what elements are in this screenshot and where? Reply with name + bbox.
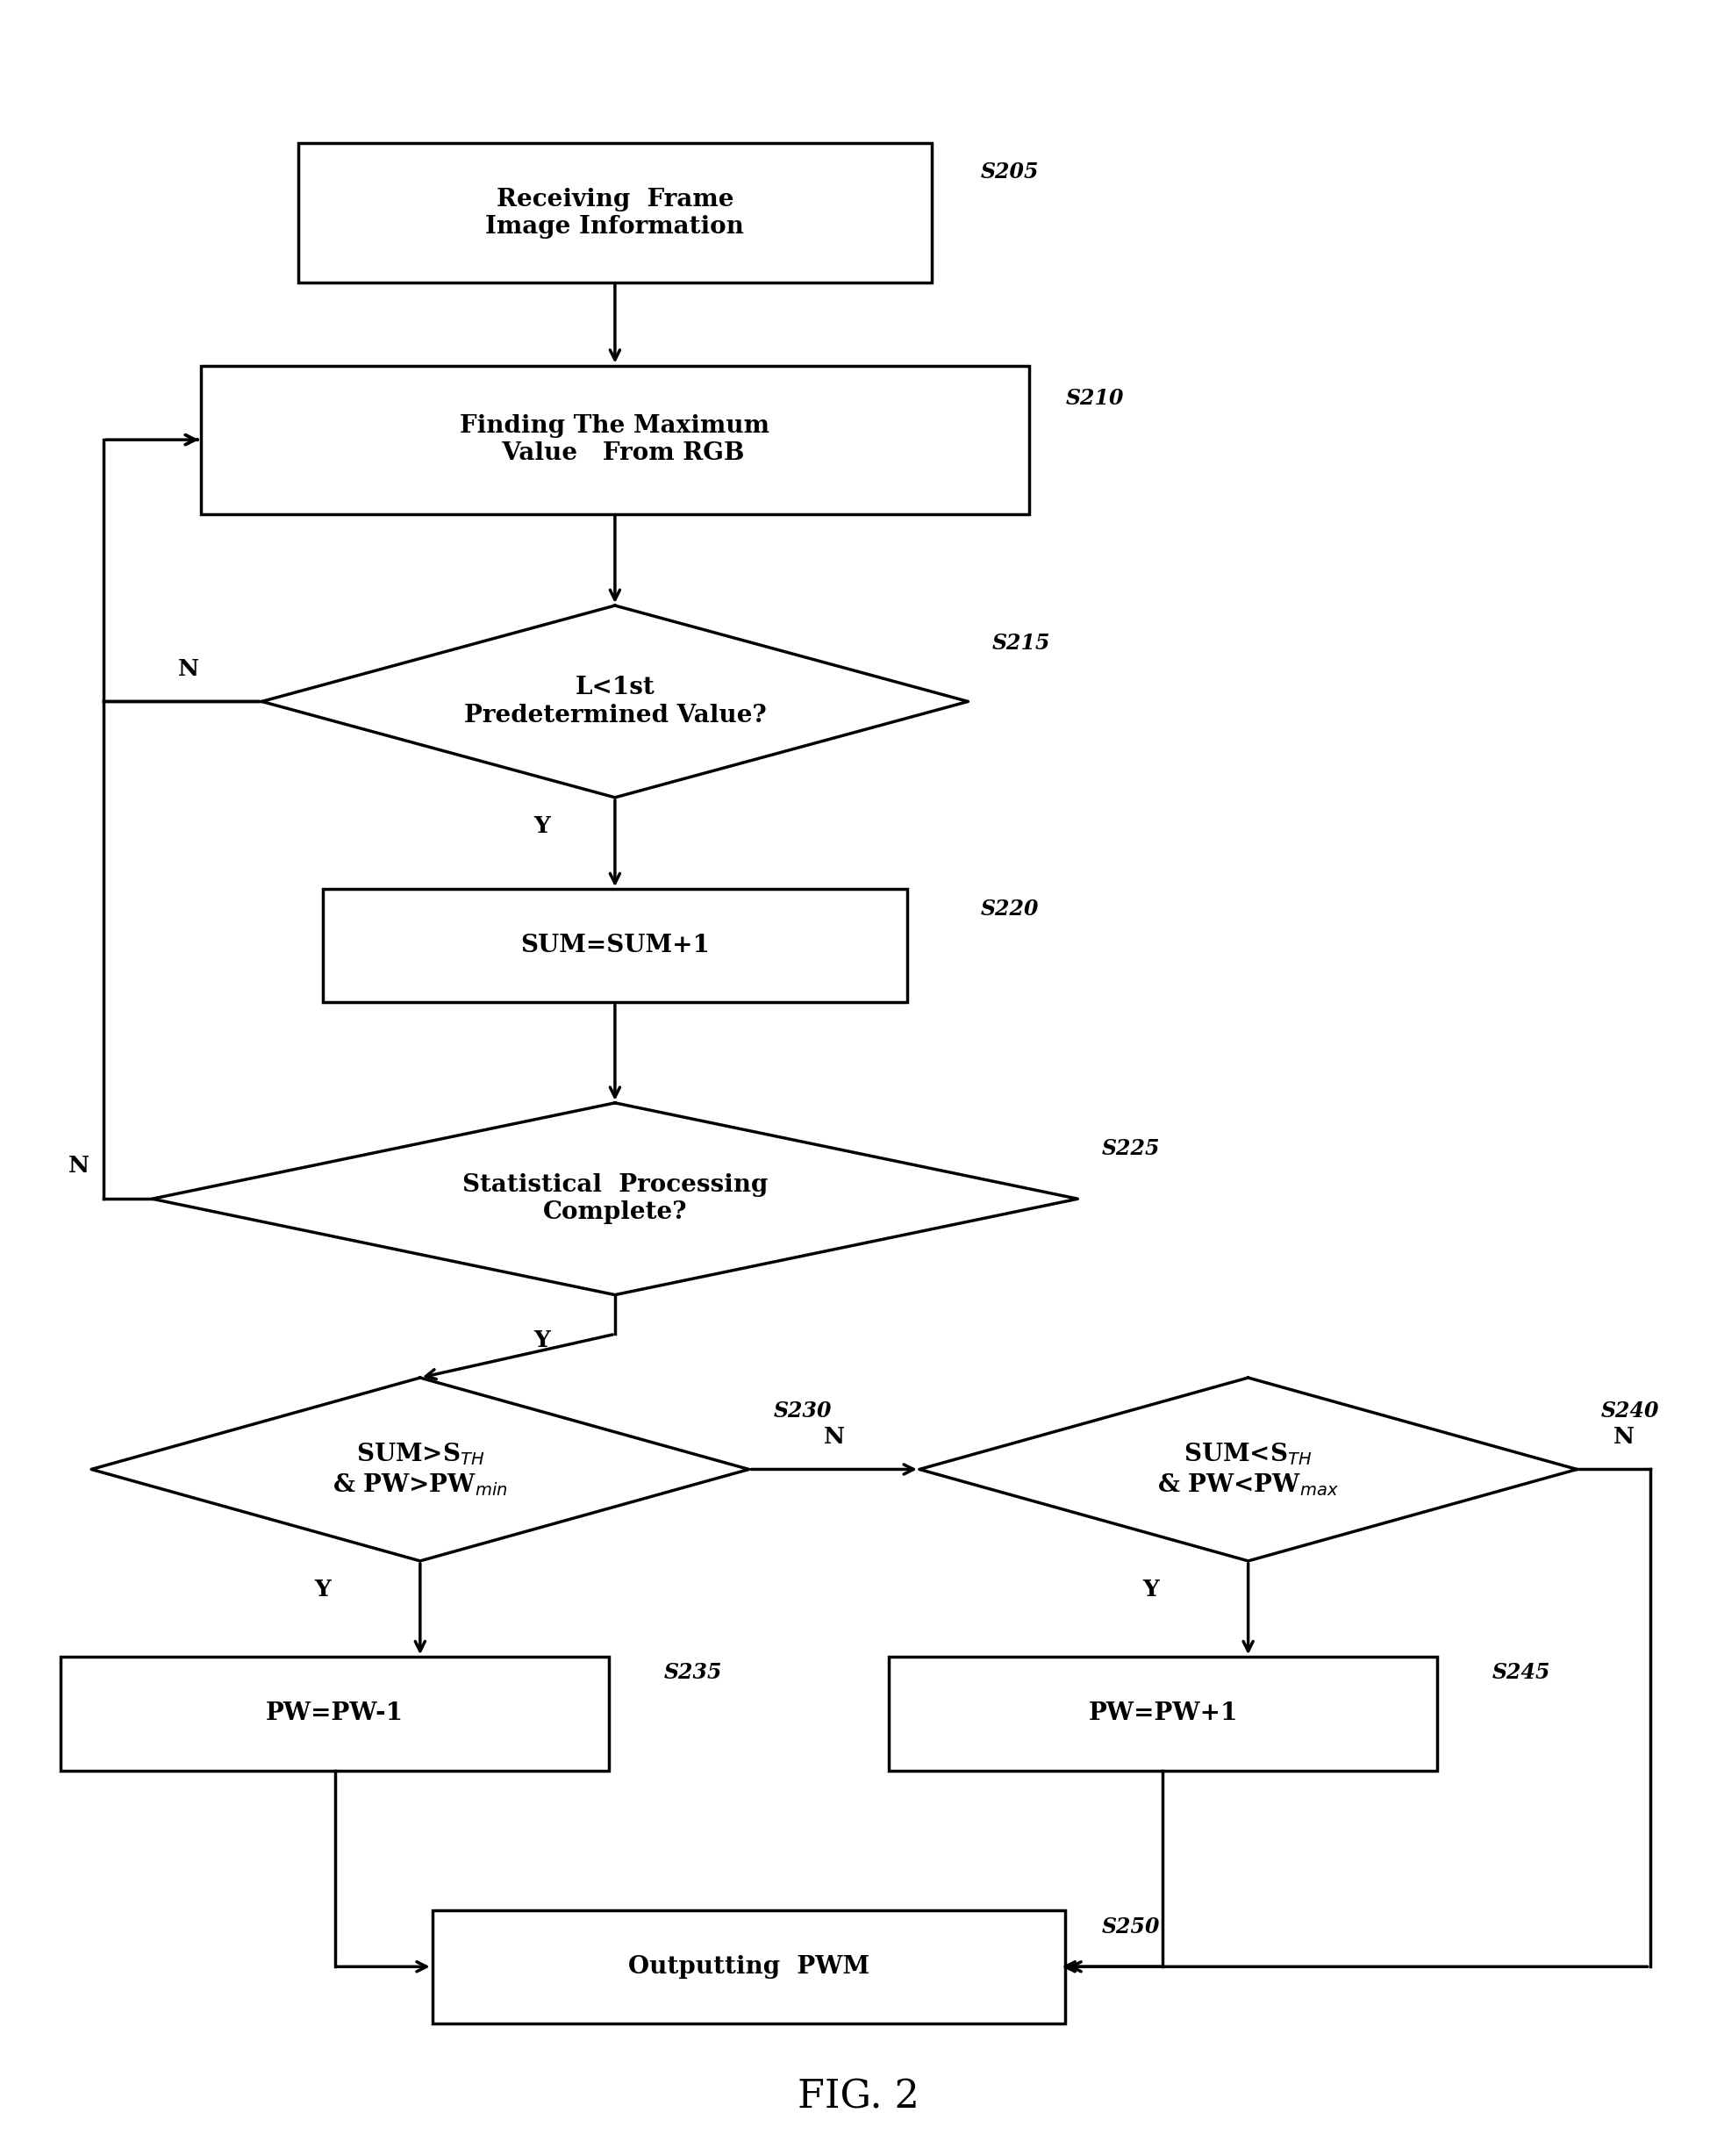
Text: S250: S250 <box>1102 1917 1161 1938</box>
Text: SUM=SUM+1: SUM=SUM+1 <box>520 934 709 957</box>
Text: N: N <box>69 1156 89 1177</box>
Text: S230: S230 <box>773 1399 831 1421</box>
Bar <box>60 1658 610 1770</box>
Text: SUM>S$_{TH}$
& PW>PW$_{min}$: SUM>S$_{TH}$ & PW>PW$_{min}$ <box>333 1440 508 1498</box>
Text: Y: Y <box>534 1330 549 1352</box>
Text: Y: Y <box>1142 1578 1159 1600</box>
Text: SUM<S$_{TH}$
& PW<PW$_{max}$: SUM<S$_{TH}$ & PW<PW$_{max}$ <box>1157 1440 1339 1498</box>
Text: S205: S205 <box>980 162 1039 183</box>
Text: PW=PW+1: PW=PW+1 <box>1089 1701 1238 1725</box>
Text: Y: Y <box>534 815 549 837</box>
Text: N: N <box>1614 1425 1635 1447</box>
Text: Statistical  Processing
Complete?: Statistical Processing Complete? <box>462 1173 767 1225</box>
Bar <box>889 1658 1437 1770</box>
Text: FIG. 2: FIG. 2 <box>798 2078 919 2117</box>
Text: Finding The Maximum
  Value   From RGB: Finding The Maximum Value From RGB <box>460 414 769 466</box>
Bar <box>201 367 1028 513</box>
Text: S210: S210 <box>1066 388 1125 410</box>
Bar <box>299 142 932 282</box>
Text: N: N <box>824 1425 845 1447</box>
Text: Y: Y <box>314 1578 331 1600</box>
Text: S220: S220 <box>980 899 1039 921</box>
Bar <box>323 888 907 1003</box>
Text: S225: S225 <box>1102 1138 1161 1160</box>
Text: S245: S245 <box>1492 1662 1550 1684</box>
Text: PW=PW-1: PW=PW-1 <box>266 1701 403 1725</box>
Bar <box>433 1910 1066 2022</box>
Text: S215: S215 <box>992 632 1051 653</box>
Text: Outputting  PWM: Outputting PWM <box>628 1955 869 1979</box>
Text: S235: S235 <box>664 1662 723 1684</box>
Text: N: N <box>179 658 199 679</box>
Text: S240: S240 <box>1602 1399 1660 1421</box>
Text: Receiving  Frame
Image Information: Receiving Frame Image Information <box>486 188 743 239</box>
Text: L<1st
Predetermined Value?: L<1st Predetermined Value? <box>464 677 766 727</box>
